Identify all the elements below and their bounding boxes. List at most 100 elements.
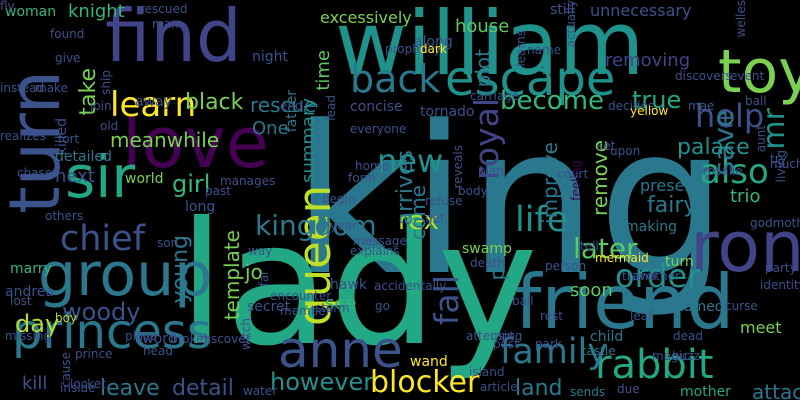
cloud-word: order [615, 257, 701, 295]
cloud-word: year [330, 219, 357, 233]
cloud-word: removing [605, 50, 691, 71]
cloud-word: friend [515, 258, 735, 346]
cloud-word: godmother [750, 216, 800, 230]
cloud-word: get [425, 211, 445, 225]
cloud-word: child [590, 329, 624, 345]
cloud-word: woman [5, 4, 57, 20]
cloud-word: chief [60, 219, 146, 259]
cloud-word: inside [60, 381, 96, 395]
cloud-word: actually [564, 0, 578, 48]
cloud-word: yellow [630, 104, 669, 118]
cloud-word: boy [55, 311, 78, 325]
cloud-word: escape [445, 51, 616, 107]
cloud-word: girl [172, 170, 211, 198]
cloud-word: woody [62, 298, 141, 326]
cloud-word: knight [68, 1, 125, 22]
cloud-word: rescued [140, 2, 188, 16]
cloud-word: instead [0, 81, 45, 95]
cloud-word: soon [570, 280, 613, 301]
cloud-word: still [550, 2, 575, 18]
cloud-word: learns [514, 30, 528, 67]
cloud-word: rosalie [703, 164, 743, 178]
cloud-word: others [45, 209, 84, 223]
cloud-word: detailed [55, 149, 112, 165]
cloud-word: lead [324, 95, 338, 121]
cloud-word: using [490, 329, 523, 343]
cloud-word: lady [178, 186, 538, 384]
cloud-word: go [375, 299, 390, 313]
cloud-word: bail [512, 294, 534, 308]
cloud-word: learn [110, 85, 197, 125]
cloud-word: event [730, 69, 765, 83]
cloud-word: marry [10, 261, 52, 277]
cloud-word: ron [690, 206, 800, 288]
cloud-word: article [480, 380, 518, 394]
cloud-word: anne [278, 321, 403, 379]
cloud-word: explains [350, 244, 400, 258]
cloud-word: fly [0, 0, 15, 13]
cloud-word: attempt [466, 329, 515, 343]
cloud-word: another [633, 269, 680, 283]
cloud-word: buzz [672, 349, 700, 363]
cloud-word: give [55, 51, 81, 65]
cloud-word: ball [745, 94, 767, 108]
cloud-word: park [535, 337, 562, 351]
cloud-word: love [122, 102, 269, 184]
cloud-word: world [125, 171, 164, 187]
cloud-word: refuse [425, 194, 463, 208]
cloud-word: begin [322, 192, 356, 206]
cloud-word: storm [315, 301, 350, 315]
cloud-word: aunt [754, 125, 768, 153]
cloud-word: king [292, 83, 728, 321]
cloud-word: secret [247, 299, 291, 315]
cloud-word: find [105, 0, 242, 78]
cloud-word: name [527, 43, 562, 57]
cloud-word: locket [70, 377, 106, 391]
cloud-word: join [90, 99, 112, 113]
cloud-word: prophecy [385, 42, 441, 56]
cloud-word: swamp [462, 241, 512, 257]
cloud-word: due [617, 382, 640, 396]
cloud-word: palace [677, 135, 750, 160]
cloud-word: day [15, 310, 60, 338]
cloud-word: encounter [270, 289, 332, 303]
cloud-word: help [695, 97, 765, 135]
cloud-word: family [500, 332, 609, 372]
cloud-word: sir [65, 143, 136, 211]
cloud-word: end [280, 99, 303, 113]
cloud-word: detail [172, 376, 234, 400]
cloud-word: improve [538, 142, 562, 224]
cloud-word: welles [734, 0, 748, 38]
cloud-word: trio [730, 186, 761, 207]
cloud-word: fairy [647, 193, 697, 218]
cloud-word: unnecessary [590, 1, 692, 20]
cloud-word: excessively [320, 8, 412, 27]
cloud-word: wand [410, 354, 448, 370]
cloud-word: tornado [420, 104, 475, 120]
cloud-word: son [157, 236, 179, 250]
cloud-word: cause [59, 352, 73, 388]
cloud-word: plan [478, 164, 504, 178]
cloud-word: home [355, 159, 390, 173]
cloud-word: broken [170, 332, 212, 346]
cloud-word: summary [298, 98, 319, 183]
cloud-word: leave [100, 376, 160, 400]
cloud-word: princess [12, 304, 212, 360]
cloud-word: along [414, 34, 453, 50]
cloud-word: decides [608, 99, 655, 113]
cloud-word: much [770, 157, 800, 171]
cloud-word: true [632, 86, 682, 114]
cloud-word: far [257, 270, 271, 287]
cloud-word: fort [58, 132, 80, 146]
cloud-word: accidentally [374, 279, 447, 293]
cloud-word: later [573, 232, 638, 265]
cloud-word: sends [570, 385, 606, 399]
cloud-word: message [353, 234, 407, 248]
cloud-word: everyone [350, 122, 407, 136]
cloud-word: meet [740, 318, 782, 337]
cloud-word: identity [760, 278, 800, 292]
cloud-word: template [220, 230, 244, 321]
cloud-word: missing [5, 329, 52, 343]
cloud-word: rest [540, 309, 564, 323]
